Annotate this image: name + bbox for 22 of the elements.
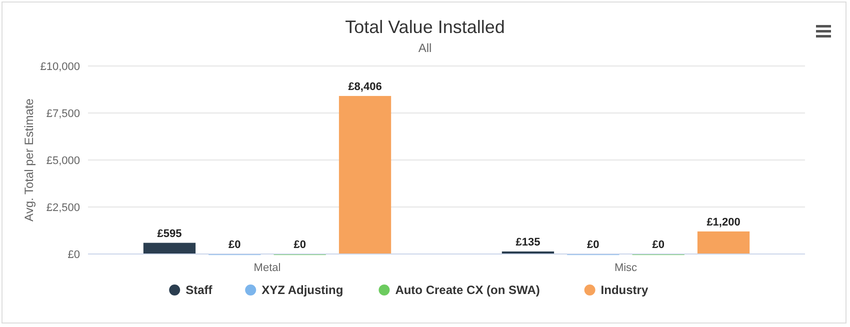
data-label: £0	[587, 239, 600, 251]
y-tick-label: £7,500	[46, 108, 80, 120]
y-tick-label: £10,000	[40, 61, 80, 73]
x-tick-label: Metal	[254, 262, 281, 274]
y-axis-title: Avg. Total per Estimate	[22, 98, 36, 222]
y-tick-label: £5,000	[46, 155, 80, 167]
data-label: £595	[157, 228, 182, 240]
data-label: £0	[228, 239, 241, 251]
y-tick-label: £0	[68, 249, 80, 261]
data-label: £8,406	[348, 80, 382, 93]
legend-label: Industry	[600, 283, 648, 297]
data-label: £0	[294, 239, 306, 251]
legend-label: Auto Create CX (on SWA)	[395, 283, 540, 297]
legend-label: XYZ Adjusting	[262, 283, 344, 297]
x-tick-label: Misc	[614, 262, 638, 274]
chart-subtitle: All	[418, 41, 432, 55]
y-tick-label: £2,500	[46, 202, 80, 214]
data-label: £0	[652, 239, 664, 251]
chart-title: Total Value Installed	[345, 17, 505, 37]
data-label: £135	[516, 236, 540, 248]
legend-label: Staff	[186, 283, 214, 297]
data-label: £1,200	[706, 216, 740, 228]
